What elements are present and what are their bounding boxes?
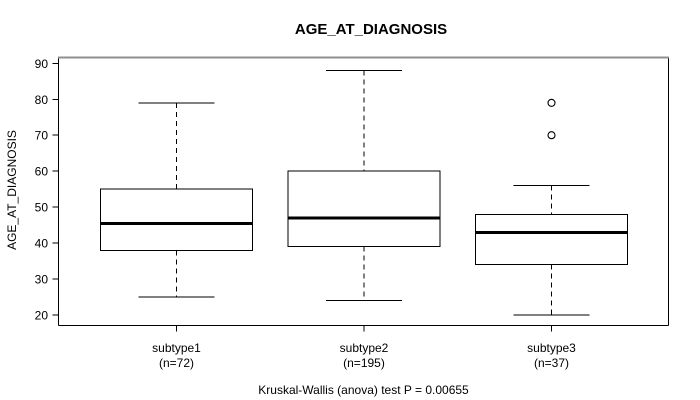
y-tick-label: 20 <box>35 309 49 323</box>
y-tick-label: 50 <box>35 201 49 215</box>
x-category-label: subtype2 <box>340 341 389 355</box>
iqr-box <box>100 188 253 251</box>
x-count-label: (n=37) <box>534 356 569 370</box>
plot-area: 20 30 40 50 60 70 80 90 <box>35 56 669 332</box>
outlier-point <box>547 98 556 107</box>
iqr-box <box>287 170 441 248</box>
y-tick-label: 40 <box>35 237 49 251</box>
y-tick-label: 60 <box>35 165 49 179</box>
chart-title: AGE_AT_DIAGNOSIS <box>295 21 447 38</box>
y-tick-label: 80 <box>35 93 49 107</box>
stat-test-caption: Kruskal-Wallis (anova) test P = 0.00655 <box>258 383 469 397</box>
x-count-label: (n=195) <box>343 356 385 370</box>
outlier-point <box>547 131 556 140</box>
y-axis-title: AGE_AT_DIAGNOSIS <box>5 130 19 250</box>
y-tick-label: 70 <box>35 129 49 143</box>
x-category-label: subtype3 <box>527 341 576 355</box>
x-count-label: (n=72) <box>159 356 194 370</box>
iqr-box <box>475 213 628 266</box>
y-tick-label: 90 <box>35 57 49 71</box>
x-category-label: subtype1 <box>152 341 201 355</box>
y-tick-label: 30 <box>35 273 49 287</box>
x-axis-labels: subtype1 (n=72) subtype2 (n=195) subtype… <box>152 341 576 370</box>
